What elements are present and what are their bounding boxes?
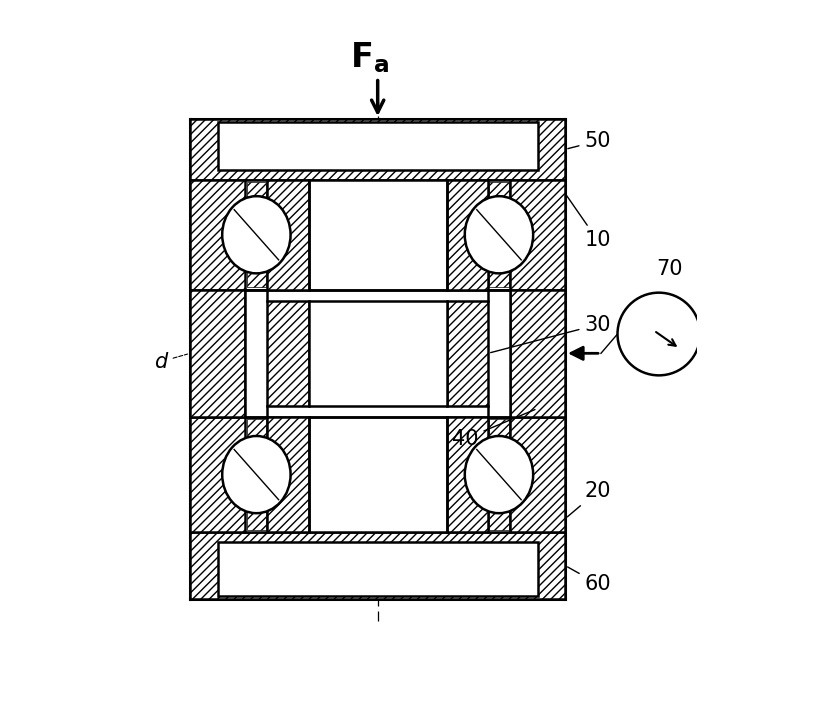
Bar <box>245 290 267 417</box>
Bar <box>510 180 565 290</box>
Text: d: d <box>155 352 188 372</box>
Bar <box>489 183 509 208</box>
Ellipse shape <box>222 196 291 274</box>
Bar <box>245 290 510 417</box>
Bar <box>447 301 488 406</box>
Bar <box>245 417 267 533</box>
Bar <box>190 533 565 599</box>
Bar <box>510 417 565 533</box>
Bar <box>309 301 447 406</box>
Bar <box>488 180 510 290</box>
Bar <box>488 417 510 533</box>
Bar <box>190 180 245 290</box>
Bar <box>447 417 488 533</box>
Bar <box>218 543 537 596</box>
Bar <box>267 180 309 290</box>
Bar <box>218 122 537 170</box>
Bar <box>267 417 309 533</box>
Bar <box>489 502 509 530</box>
Text: 50: 50 <box>568 131 611 151</box>
Ellipse shape <box>222 436 291 513</box>
Bar <box>190 417 245 533</box>
Ellipse shape <box>465 436 533 513</box>
Text: $\mathbf{F_a}$: $\mathbf{F_a}$ <box>350 40 389 75</box>
Bar <box>489 420 509 448</box>
Bar <box>247 262 266 287</box>
Text: 60: 60 <box>568 567 611 594</box>
Bar <box>447 180 488 290</box>
Bar <box>510 290 565 417</box>
Bar <box>190 290 245 417</box>
Circle shape <box>617 293 700 375</box>
Bar <box>309 180 447 290</box>
Text: 70: 70 <box>656 259 682 279</box>
Bar <box>309 417 447 533</box>
Bar <box>488 290 510 417</box>
Text: 40: 40 <box>452 410 535 449</box>
Ellipse shape <box>465 196 533 274</box>
Text: 30: 30 <box>491 314 611 352</box>
Bar <box>489 262 509 287</box>
Bar <box>245 180 267 290</box>
Bar <box>267 301 309 406</box>
Bar <box>247 420 266 448</box>
Bar <box>190 119 565 180</box>
Bar <box>247 183 266 208</box>
Bar <box>247 502 266 530</box>
Text: 10: 10 <box>567 195 611 251</box>
Text: 20: 20 <box>567 481 611 517</box>
